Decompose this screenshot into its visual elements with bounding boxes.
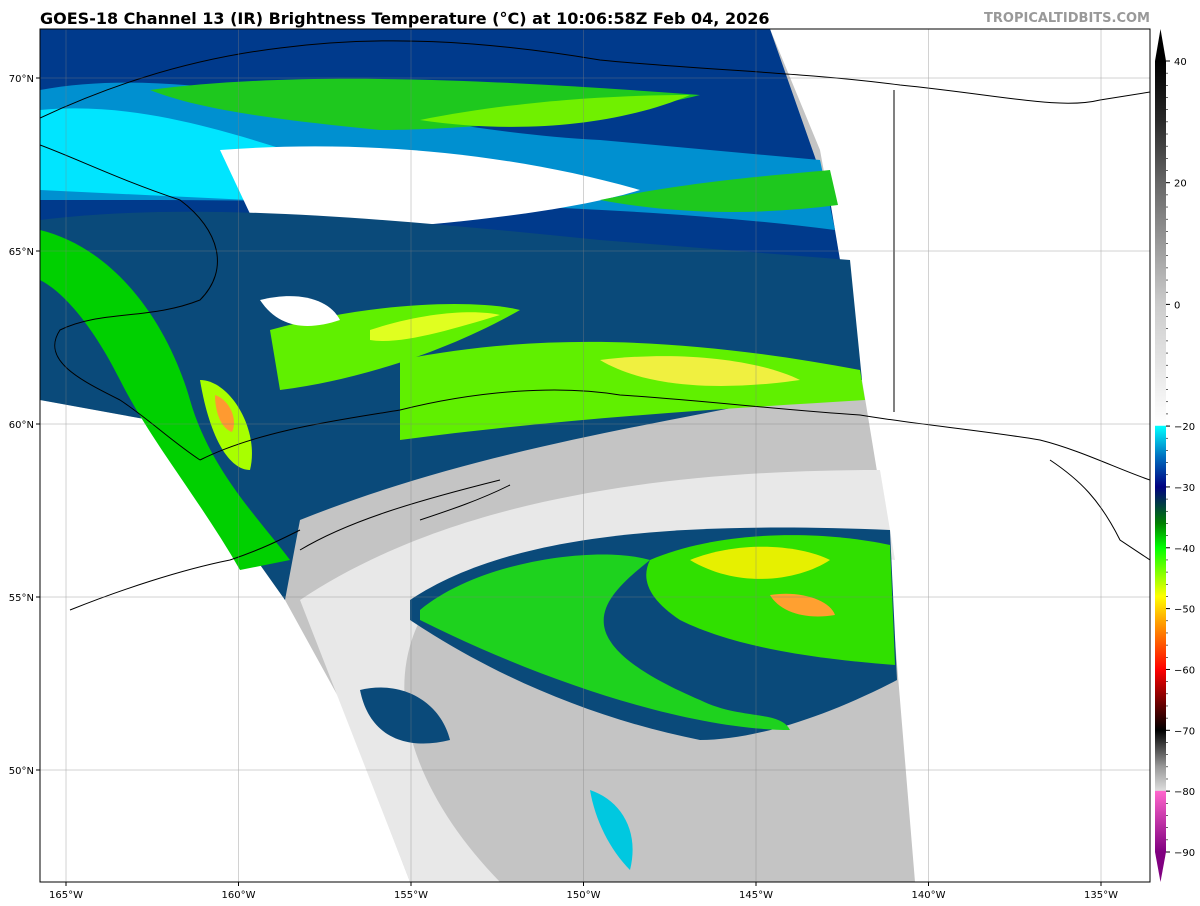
lon-tick-label: 155°W — [394, 890, 428, 901]
lat-tick-label: 70°N — [9, 74, 34, 85]
colorbar-scale — [1155, 61, 1166, 852]
lon-tick-label: 165°W — [49, 890, 83, 901]
coastlines — [40, 40, 1150, 611]
map-frame — [39, 28, 1151, 883]
colorbar-tick-label: 40 — [1174, 57, 1187, 68]
colorbar-tick-label: −60 — [1174, 665, 1195, 676]
lon-tick-label: 150°W — [567, 890, 601, 901]
colorbar-max-extension — [1155, 29, 1166, 61]
lat-tick-label: 55°N — [9, 593, 34, 604]
lon-tick-label: 135°W — [1084, 890, 1118, 901]
graticule — [40, 29, 1150, 882]
lat-tick-label: 65°N — [9, 247, 34, 258]
lat-tick-label: 50°N — [9, 766, 34, 777]
lon-tick-label: 140°W — [912, 890, 946, 901]
lon-tick-label: 160°W — [222, 890, 256, 901]
colorbar-tick-label: −90 — [1174, 848, 1195, 859]
colorbar-tick-label: −20 — [1174, 422, 1195, 433]
colorbar-tick-label: −50 — [1174, 605, 1195, 616]
colorbar-tick-label: −30 — [1174, 483, 1195, 494]
colorbar-min-extension — [1155, 852, 1166, 882]
colorbar-tick-label: −80 — [1174, 787, 1195, 798]
colorbar-tick-label: 0 — [1174, 300, 1180, 311]
colorbar: 40 20 0 −20 −30 −40 −50 −60 −70 −80 −90 — [1155, 29, 1195, 882]
colorbar-tick-label: −40 — [1174, 544, 1195, 555]
brand-watermark: TROPICALTIDBITS.COM — [984, 11, 1150, 26]
lat-tick-label: 60°N — [9, 420, 34, 431]
map-title: GOES-18 Channel 13 (IR) Brightness Tempe… — [40, 9, 770, 28]
cloud-top-imagery — [40, 29, 897, 882]
lon-tick-label: 145°W — [739, 890, 773, 901]
colorbar-tick-label: 20 — [1174, 179, 1187, 190]
colorbar-tick-label: −70 — [1174, 726, 1195, 737]
